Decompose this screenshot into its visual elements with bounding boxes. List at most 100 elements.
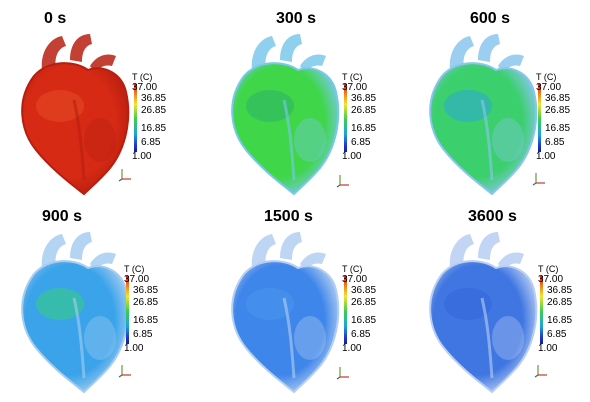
vessel-shape: [449, 34, 524, 74]
legend-value: 26.85: [545, 105, 571, 116]
heart-thermal-map: [231, 34, 340, 196]
temperature-legend: T (C) 37.00 36.85 26.85 16.85 6.85 1.00: [536, 72, 590, 172]
heart-thermal-map: [21, 34, 130, 196]
legend-title: T (C): [538, 264, 559, 274]
colorbar: [540, 276, 543, 344]
legend-value: 26.85: [547, 297, 573, 308]
vessel-shape: [41, 232, 116, 272]
vessel-shape: [41, 34, 116, 74]
colorbar: [344, 276, 347, 344]
thermal-region: [294, 118, 326, 162]
legend-value: 6.85: [545, 137, 565, 148]
legend-value: 16.85: [133, 315, 159, 326]
time-label: 3600 s: [468, 208, 517, 225]
legend-title: T (C): [132, 72, 153, 82]
thermal-region: [492, 118, 524, 162]
legend-title: T (C): [536, 72, 557, 82]
legend-value: 1.00: [536, 151, 556, 162]
thermal-region: [492, 316, 524, 360]
legend-value: 16.85: [141, 123, 167, 134]
legend-value: 36.85: [545, 93, 571, 104]
legend-value: 1.00: [342, 343, 362, 354]
thermal-region: [294, 316, 326, 360]
legend-value: 16.85: [351, 315, 377, 326]
legend-value: 36.85: [351, 93, 377, 104]
heart-sulcus: [282, 297, 296, 379]
legend-value: 16.85: [545, 123, 571, 134]
time-label: 600 s: [470, 10, 511, 27]
panel-3: 900 s T (C) 37.00 36.85 26.85 16.85 6.85 1.00: [0, 202, 196, 402]
thermal-region: [36, 288, 84, 320]
legend-value: 1.00: [342, 151, 362, 162]
legend-value: 6.85: [133, 329, 153, 340]
thermal-region: [246, 288, 294, 320]
vessel-shape: [449, 232, 524, 272]
orientation-axes-icon: [534, 365, 547, 378]
panel-4: 1500 s T (C) 37.00 36.85 26.85 16.85 6.85 1.00: [200, 202, 396, 402]
temperature-legend: T (C) 37.00 36.85 26.85 16.85 6.85 1.00: [342, 264, 402, 364]
orientation-axes-icon: [532, 173, 545, 186]
orientation-axes-icon: [336, 367, 349, 380]
heart-sulcus: [72, 297, 86, 379]
legend-title: T (C): [342, 72, 363, 82]
temperature-legend: T (C) 37.00 36.85 26.85 16.85 6.85 1.00: [132, 72, 192, 172]
heart-sulcus: [480, 297, 494, 379]
legend-value: 37.00: [536, 82, 562, 93]
legend-title: T (C): [124, 264, 145, 274]
panel-2: 600 s T (C) 37.00 36.85 26.85 16.85 6.85 1.00: [398, 0, 590, 200]
legend-value: 6.85: [141, 137, 161, 148]
panel-1: 300 s T (C) 37.00 36.85 26.85 16.85 6.85 1.00: [200, 0, 396, 200]
legend-value: 36.85: [141, 93, 167, 104]
heart-sulcus: [480, 99, 494, 181]
time-label: 300 s: [276, 10, 317, 27]
thermal-region: [36, 90, 84, 122]
colorbar: [538, 84, 541, 152]
thermal-region: [84, 316, 116, 360]
heart-sulcus: [282, 99, 296, 181]
legend-value: 37.00: [124, 274, 150, 285]
legend-value: 1.00: [124, 343, 144, 354]
orientation-axes-icon: [118, 169, 131, 182]
thermal-region: [444, 90, 492, 122]
temperature-legend: T (C) 37.00 36.85 26.85 16.85 6.85 1.00: [124, 264, 184, 364]
orientation-axes-icon: [336, 175, 349, 188]
legend-value: 26.85: [351, 297, 377, 308]
heart-thermal-map: [231, 232, 340, 394]
time-label: 1500 s: [264, 208, 313, 225]
colorbar: [126, 276, 129, 344]
legend-value: 6.85: [351, 137, 371, 148]
legend-title: T (C): [342, 264, 363, 274]
legend-value: 6.85: [547, 329, 567, 340]
thermal-region: [246, 90, 294, 122]
legend-value: 16.85: [547, 315, 573, 326]
heart-thermal-map: [429, 34, 538, 196]
legend-value: 1.00: [538, 343, 558, 354]
heart-thermal-map: [429, 232, 538, 394]
temperature-legend: T (C) 37.00 36.85 26.85 16.85 6.85 1.00: [538, 264, 590, 364]
time-label: 900 s: [42, 208, 83, 225]
legend-value: 37.00: [342, 82, 368, 93]
legend-value: 37.00: [538, 274, 564, 285]
heart-sulcus: [72, 99, 86, 181]
legend-value: 37.00: [342, 274, 368, 285]
thermal-region: [84, 118, 116, 162]
colorbar: [344, 84, 347, 152]
vessel-shape: [251, 232, 326, 272]
panel-0: 0 s T (C) 37.00 36.85 26.85 16.85 6.85 1.00: [0, 0, 196, 200]
legend-value: 1.00: [132, 151, 152, 162]
legend-value: 26.85: [141, 105, 167, 116]
colorbar: [134, 84, 137, 152]
temperature-legend: T (C) 37.00 36.85 26.85 16.85 6.85 1.00: [342, 72, 402, 172]
legend-value: 36.85: [351, 285, 377, 296]
legend-value: 36.85: [547, 285, 573, 296]
thermal-region: [444, 288, 492, 320]
legend-value: 37.00: [132, 82, 158, 93]
legend-value: 26.85: [133, 297, 159, 308]
orientation-axes-icon: [118, 365, 131, 378]
legend-value: 36.85: [133, 285, 159, 296]
time-label: 0 s: [44, 10, 67, 27]
legend-value: 16.85: [351, 123, 377, 134]
panel-5: 3600 s T (C) 37.00 36.85 26.85 16.85 6.85 1.00: [398, 202, 590, 402]
vessel-shape: [251, 34, 326, 74]
legend-value: 26.85: [351, 105, 377, 116]
